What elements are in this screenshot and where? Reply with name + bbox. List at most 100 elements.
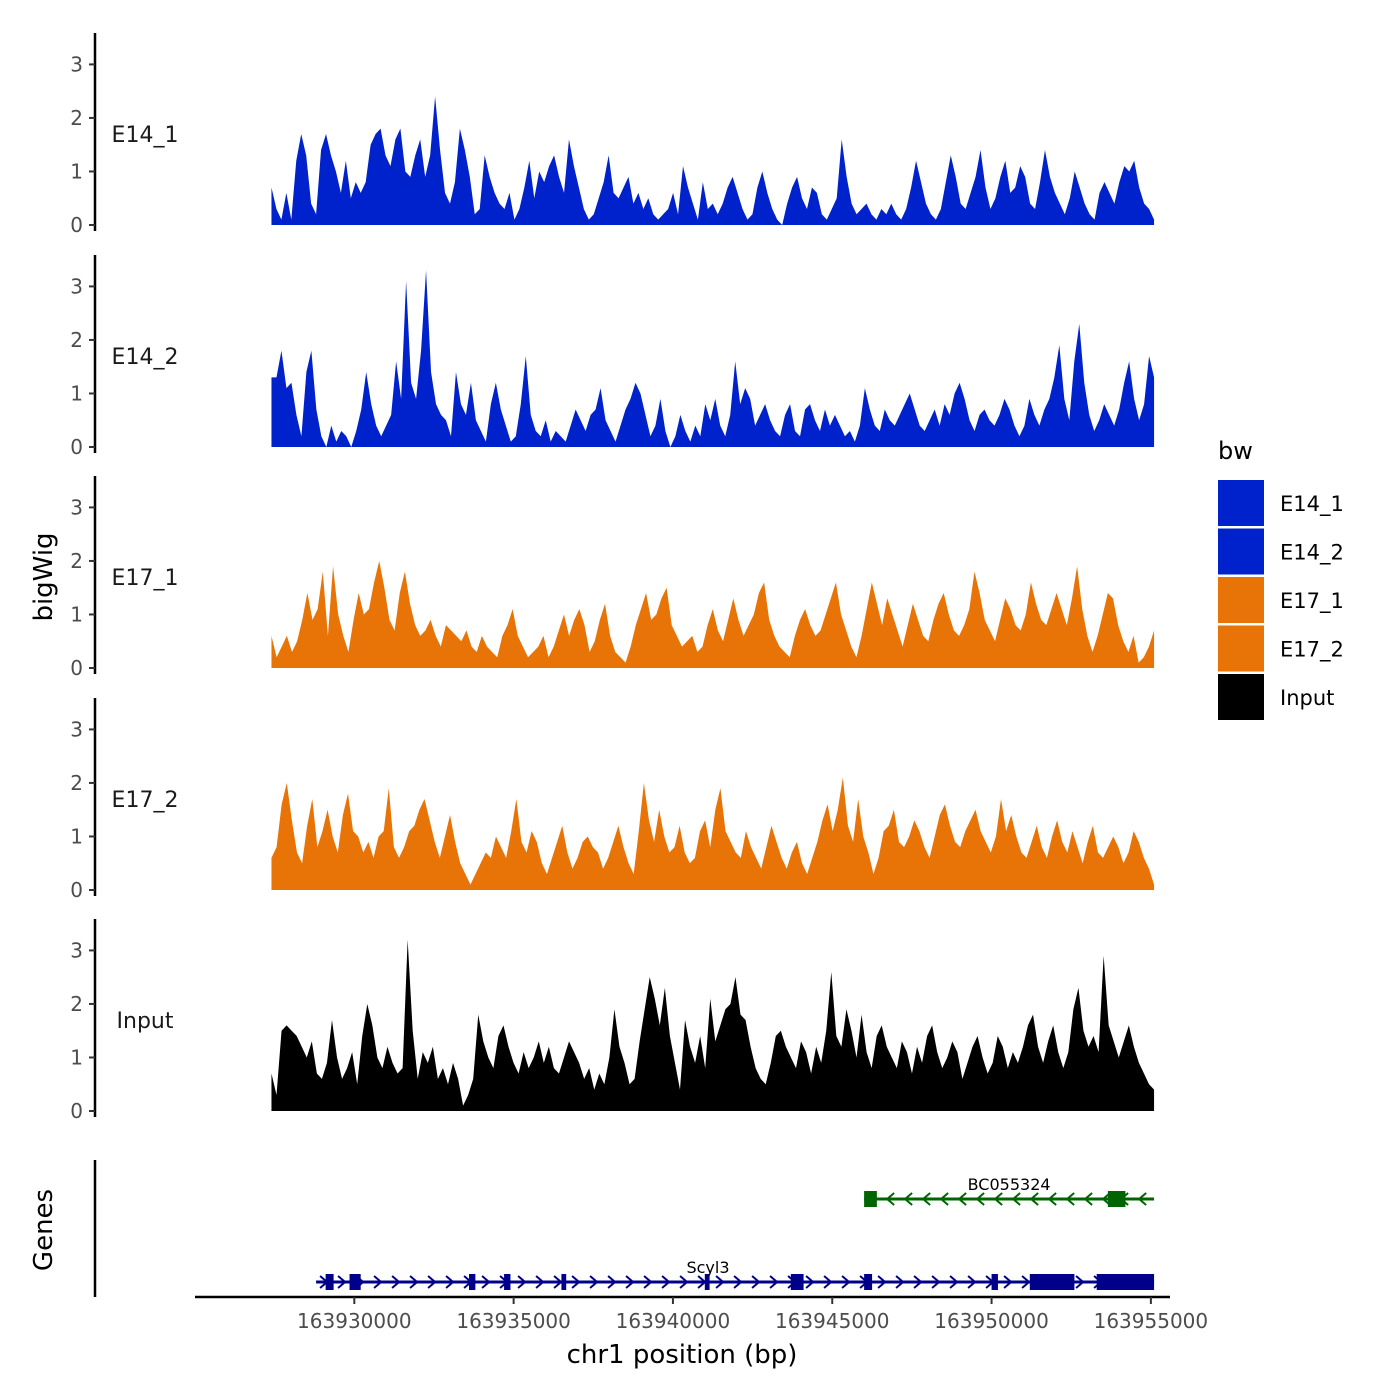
strand-arrow	[337, 1275, 347, 1289]
y-tick-label: 0	[70, 435, 83, 459]
gene-exon	[325, 1274, 334, 1290]
gene-exon	[1107, 1191, 1126, 1207]
strand-arrow	[967, 1275, 977, 1289]
strand-arrow	[661, 1275, 671, 1289]
gene-BC055324: BC055324	[864, 1175, 1155, 1207]
y-tick-label: 0	[70, 1099, 83, 1123]
strand-arrow	[1075, 1275, 1085, 1289]
y-tick-label: 1	[70, 824, 83, 848]
strand-arrow	[1083, 1192, 1093, 1206]
legend-label-E17_2: E17_2	[1280, 638, 1344, 663]
gene-exon	[1029, 1274, 1075, 1290]
gene-exon	[469, 1274, 476, 1290]
strand-arrow	[885, 1192, 895, 1206]
strand-arrow	[535, 1275, 545, 1289]
strand-arrow	[481, 1275, 491, 1289]
track-labels: E14_1 E14_2 E17_1 E17_2 Input	[112, 123, 179, 1034]
coverage-tracks: 0 1 2 3 0 1 2 3 0 1 2 3 0 1 2 3 0 1 2 3	[70, 33, 1155, 1123]
track-label-E17_1: E17_1	[112, 566, 179, 591]
strand-arrow	[1101, 1192, 1111, 1206]
coverage-area-E14_1	[271, 96, 1155, 225]
legend-swatch-Input	[1218, 674, 1264, 720]
strand-arrow	[1021, 1275, 1031, 1289]
strand-arrow	[903, 1192, 913, 1206]
x-tick-label: 163955000	[1094, 1309, 1209, 1333]
y-tick-label: 2	[70, 106, 83, 130]
strand-arrow	[751, 1275, 761, 1289]
strand-arrow	[769, 1275, 779, 1289]
gene-exon	[864, 1274, 873, 1290]
strand-arrow	[1011, 1192, 1021, 1206]
y-tick-label: 2	[70, 771, 83, 795]
track-label-E14_1: E14_1	[112, 123, 179, 148]
strand-arrow	[427, 1275, 437, 1289]
strand-arrow	[607, 1275, 617, 1289]
strand-arrow	[445, 1275, 455, 1289]
strand-arrow	[931, 1275, 941, 1289]
legend-swatch-E17_1	[1218, 577, 1264, 623]
strand-arrow	[517, 1275, 527, 1289]
strand-arrow	[895, 1275, 905, 1289]
y-tick-label: 2	[70, 549, 83, 573]
legend: bw E14_1 E14_2 E17_1 E17_2 Input	[1218, 437, 1344, 720]
strand-arrow	[939, 1192, 949, 1206]
y-tick-label: 1	[70, 381, 83, 405]
coverage-area-E17_2	[271, 777, 1155, 890]
track-label-E17_2: E17_2	[112, 788, 179, 813]
strand-arrow	[643, 1275, 653, 1289]
legend-title: bw	[1218, 437, 1253, 465]
legend-swatch-E14_1	[1218, 480, 1264, 526]
x-tick-label: 163935000	[456, 1309, 571, 1333]
track-E17_1: 0 1 2 3	[70, 476, 1155, 680]
track-label-E14_2: E14_2	[112, 345, 179, 370]
track-Input: 0 1 2 3	[70, 919, 1155, 1123]
strand-arrow	[805, 1275, 815, 1289]
track-label-Input: Input	[117, 1009, 174, 1034]
strand-arrow	[571, 1275, 581, 1289]
x-tick-label: 163945000	[775, 1309, 890, 1333]
strand-arrow	[589, 1275, 599, 1289]
legend-swatch-E14_2	[1218, 528, 1264, 575]
strand-arrow	[733, 1275, 743, 1289]
track-E14_2: 0 1 2 3	[70, 255, 1155, 459]
y-tick-label: 1	[70, 1045, 83, 1069]
gene-exon	[704, 1274, 710, 1290]
y-tick-label: 0	[70, 878, 83, 902]
strand-arrow	[373, 1275, 383, 1289]
y-tick-label: 1	[70, 159, 83, 183]
y-tick-label: 0	[70, 656, 83, 680]
legend-label-E14_1: E14_1	[1280, 492, 1344, 517]
x-tick-label: 163950000	[934, 1309, 1049, 1333]
legend-label-E14_2: E14_2	[1280, 541, 1344, 566]
strand-arrow	[975, 1192, 985, 1206]
strand-arrow	[409, 1275, 419, 1289]
strand-arrow	[1003, 1275, 1013, 1289]
strand-arrow	[625, 1275, 635, 1289]
genes-axis-title: Genes	[29, 1189, 59, 1271]
strand-arrow	[1047, 1192, 1057, 1206]
y-tick-label: 3	[70, 274, 83, 298]
track-E14_1: 0 1 2 3	[70, 33, 1155, 237]
strand-arrow	[1137, 1192, 1147, 1206]
x-tick-label: 163940000	[616, 1309, 731, 1333]
y-axis-title: bigWig	[29, 532, 59, 621]
gene-exon	[991, 1274, 998, 1290]
strand-arrow	[553, 1275, 563, 1289]
strand-arrow	[877, 1275, 887, 1289]
gene-exon	[349, 1274, 361, 1290]
strand-arrow	[823, 1275, 833, 1289]
legend-label-E17_1: E17_1	[1280, 589, 1344, 614]
y-tick-label: 2	[70, 328, 83, 352]
coverage-area-Input	[271, 939, 1155, 1111]
gene-Scyl3: Scyl3	[316, 1258, 1155, 1290]
coverage-area-E17_1	[271, 560, 1155, 668]
strand-arrow	[715, 1275, 725, 1289]
y-tick-label: 2	[70, 992, 83, 1016]
gene-label: Scyl3	[686, 1258, 729, 1277]
strand-arrow	[679, 1275, 689, 1289]
gene-label: BC055324	[968, 1175, 1051, 1194]
legend-swatch-E17_2	[1218, 625, 1264, 672]
strand-arrow	[1065, 1192, 1075, 1206]
strand-arrow	[391, 1275, 401, 1289]
gene-exon	[790, 1274, 804, 1290]
